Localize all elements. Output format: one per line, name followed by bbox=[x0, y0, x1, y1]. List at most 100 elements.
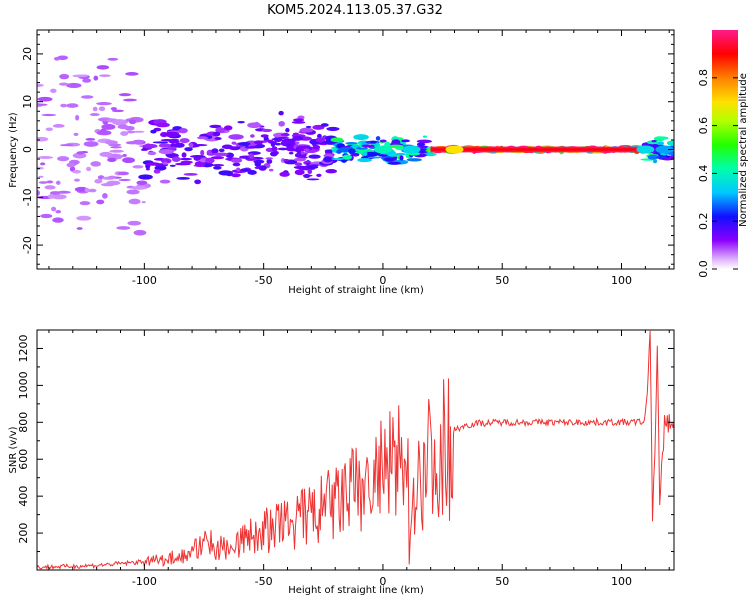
spectrogram-cell bbox=[654, 136, 669, 140]
spectrogram-cell bbox=[232, 162, 241, 167]
spectrogram-cell bbox=[82, 78, 92, 83]
spectrogram-cell bbox=[179, 157, 193, 161]
spectrogram-cell bbox=[37, 189, 40, 196]
spectrogram-cell bbox=[211, 164, 225, 167]
spectrogram-cell bbox=[96, 65, 110, 70]
spectrogram-cell bbox=[194, 179, 201, 185]
spectrogram-cell bbox=[274, 142, 282, 146]
spectrogram-cell bbox=[83, 141, 99, 147]
spectrogram-cell bbox=[79, 201, 91, 206]
snr-y-axis-label: SNR (v/v) bbox=[8, 426, 19, 473]
spectrogram-cell bbox=[132, 139, 144, 145]
y-tick-label: -10 bbox=[21, 188, 34, 206]
y-tick-label: 0 bbox=[21, 146, 34, 153]
spectrogram-cell bbox=[96, 199, 105, 205]
colorbar-label: Normalized spectral amplitude bbox=[738, 73, 749, 227]
spectrogram-cell bbox=[230, 158, 243, 163]
snr-x-axis-label: Height of straight line (km) bbox=[288, 585, 424, 596]
spectrogram-cell bbox=[54, 56, 60, 61]
spectrogram-cell bbox=[194, 160, 206, 167]
spectrogram-cell bbox=[122, 98, 138, 102]
spectrogram-cell bbox=[330, 137, 344, 143]
spectrogram-cell bbox=[394, 152, 407, 156]
spectrogram-cell bbox=[75, 114, 80, 121]
spectrogram-cell bbox=[326, 126, 340, 132]
spectrogram-cell bbox=[76, 227, 83, 230]
spectrogram-cell bbox=[90, 161, 102, 167]
spectrogram-cell bbox=[323, 156, 333, 163]
spectrogram-cell bbox=[237, 120, 245, 124]
spectrogram-cell bbox=[651, 140, 657, 143]
spectrogram-cell bbox=[351, 152, 360, 157]
spectrogram-cell bbox=[348, 148, 356, 155]
y-tick-label: 800 bbox=[17, 412, 30, 433]
spectrogram-cell bbox=[37, 136, 49, 142]
spectrogram-cell bbox=[279, 171, 290, 177]
spectrogram-cell bbox=[72, 74, 89, 78]
spectrogram-cell bbox=[127, 220, 141, 226]
colorbar-gradient bbox=[712, 30, 738, 269]
spectrogram-cell bbox=[51, 194, 67, 200]
snr-panel: -100 -50 0 50 100 200 400 600 800 1000 1200 Heigh… bbox=[8, 329, 675, 596]
spectrogram-cell bbox=[422, 135, 428, 138]
spectrogram-cell bbox=[213, 166, 222, 170]
spectrogram-cell bbox=[66, 103, 79, 108]
spectrogram-cell bbox=[247, 170, 257, 175]
y-tick-label: 1200 bbox=[17, 334, 30, 362]
spectrogram-cell bbox=[199, 158, 208, 163]
spectrogram-cell bbox=[37, 103, 48, 106]
spectrogram-cell bbox=[200, 149, 205, 156]
y-tick-label: 20 bbox=[21, 47, 34, 61]
spectrogram-cell bbox=[59, 73, 70, 80]
spectrogram-cell bbox=[292, 118, 305, 122]
spectrogram-cell bbox=[183, 172, 198, 176]
spectrogram-cell bbox=[361, 144, 375, 148]
spectrogram-cell bbox=[206, 135, 213, 139]
spectrogram-cell bbox=[399, 155, 404, 161]
spectrogram-cell bbox=[174, 142, 185, 148]
spectrogram-cell bbox=[92, 106, 98, 112]
snr-y-ticks: 200 400 600 800 1000 1200 bbox=[17, 329, 674, 553]
spectrogram-cell bbox=[416, 142, 426, 146]
spectrogram-cell bbox=[60, 103, 68, 108]
spectrogram-cell bbox=[118, 178, 131, 182]
spectrogram-cell bbox=[261, 128, 273, 133]
y-tick-label: 400 bbox=[17, 486, 30, 507]
spectrogram-cell bbox=[370, 140, 377, 144]
spectrogram-cell bbox=[291, 121, 306, 124]
spectrogram-cell bbox=[280, 133, 290, 137]
spectrogram-cell bbox=[196, 136, 208, 140]
spectrogram-cell bbox=[169, 164, 176, 167]
spectrogram-cell bbox=[655, 145, 674, 154]
spectrogram-cell bbox=[66, 162, 76, 168]
spectrogram-cell bbox=[300, 151, 306, 155]
spectrogram-cell bbox=[181, 152, 187, 158]
spectrogram-cell bbox=[406, 158, 422, 162]
spectrogram-cell bbox=[250, 134, 255, 138]
spectrogram-cell bbox=[189, 143, 194, 148]
spectrogram-cell bbox=[205, 157, 215, 164]
spectrogram-cell bbox=[316, 173, 322, 178]
spectrogram-cell bbox=[37, 83, 44, 87]
spectrogram-cell bbox=[76, 151, 84, 155]
spectrogram-cell bbox=[38, 175, 44, 178]
spectrogram-cell bbox=[72, 152, 87, 159]
spectrogram-cell bbox=[51, 206, 57, 212]
x-tick-label: 50 bbox=[495, 274, 509, 287]
spectrogram-cell bbox=[171, 156, 181, 162]
spectrogram-y-ticks: -20 -10 0 10 20 bbox=[21, 34, 674, 265]
spectrogram-cell bbox=[117, 124, 129, 130]
spectrogram-cell bbox=[210, 156, 225, 160]
spectrogram-cell bbox=[306, 178, 320, 181]
spectrogram-cell bbox=[357, 158, 372, 163]
snr-line-group bbox=[37, 330, 674, 570]
spectrogram-cell bbox=[153, 169, 161, 174]
y-tick-label: -20 bbox=[21, 236, 34, 254]
spectrogram-cell bbox=[342, 154, 353, 160]
spectrogram-cell bbox=[657, 141, 664, 146]
spectrogram-cell bbox=[364, 151, 379, 157]
spectrogram-cell bbox=[117, 171, 130, 176]
spectrogram-cell bbox=[214, 137, 222, 141]
spectrogram-cell bbox=[104, 140, 118, 145]
